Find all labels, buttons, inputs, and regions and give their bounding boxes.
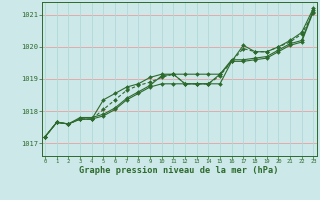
X-axis label: Graphe pression niveau de la mer (hPa): Graphe pression niveau de la mer (hPa) — [79, 166, 279, 175]
